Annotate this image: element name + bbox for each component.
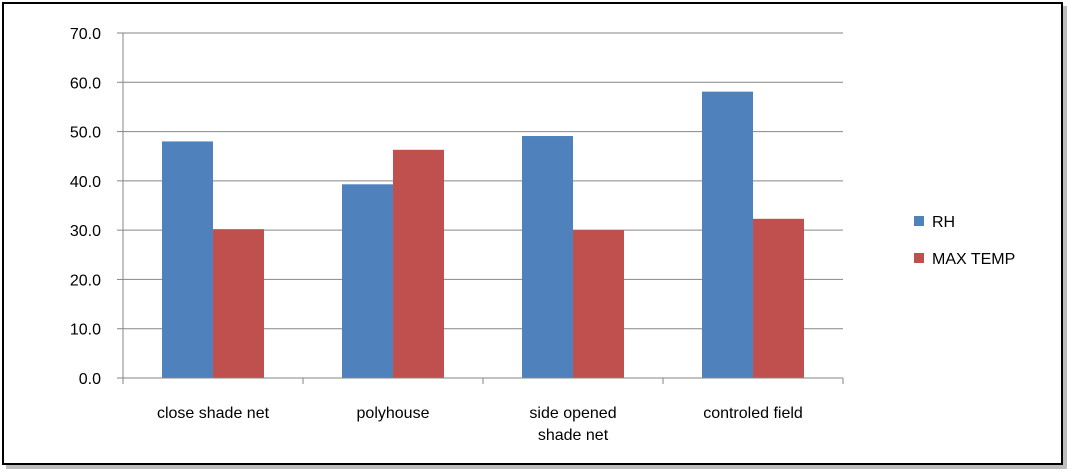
y-tick-label: 0.0 bbox=[79, 371, 101, 388]
legend-label: MAX TEMP bbox=[932, 251, 1015, 268]
legend-swatch bbox=[914, 253, 924, 263]
x-tick-label: shade net bbox=[538, 427, 609, 444]
axes bbox=[117, 32, 844, 384]
bar-rh bbox=[522, 136, 573, 378]
y-tick-label: 70.0 bbox=[70, 26, 101, 43]
y-tick-label: 30.0 bbox=[70, 223, 101, 240]
bar-max-temp bbox=[393, 149, 444, 378]
bars bbox=[162, 91, 804, 379]
bar-rh bbox=[702, 91, 753, 379]
legend-label: RH bbox=[932, 214, 955, 231]
bar-max-temp bbox=[573, 230, 624, 378]
y-tick-label: 50.0 bbox=[70, 125, 101, 142]
y-tick-label: 40.0 bbox=[70, 174, 101, 191]
x-tick-label: close shade net bbox=[157, 405, 270, 422]
y-tick-label: 10.0 bbox=[70, 322, 101, 339]
x-tick-labels: close shade net polyhouse side opened shade… bbox=[157, 405, 803, 444]
x-tick-label: controled field bbox=[703, 405, 803, 422]
bar-rh bbox=[162, 141, 213, 378]
y-tick-label: 20.0 bbox=[70, 272, 101, 289]
bar-rh bbox=[342, 184, 393, 378]
bar-max-temp bbox=[753, 218, 804, 378]
y-tick-label: 60.0 bbox=[70, 75, 101, 92]
x-tick-label: side opened bbox=[529, 405, 616, 422]
legend-swatch bbox=[914, 216, 924, 226]
x-tick-label: polyhouse bbox=[357, 405, 430, 422]
y-tick-labels: 0.0 10.0 20.0 30.0 40.0 50.0 60.0 70.0 bbox=[70, 26, 101, 388]
bar-max-temp bbox=[213, 229, 264, 378]
legend: RH MAX TEMP bbox=[914, 214, 1015, 268]
